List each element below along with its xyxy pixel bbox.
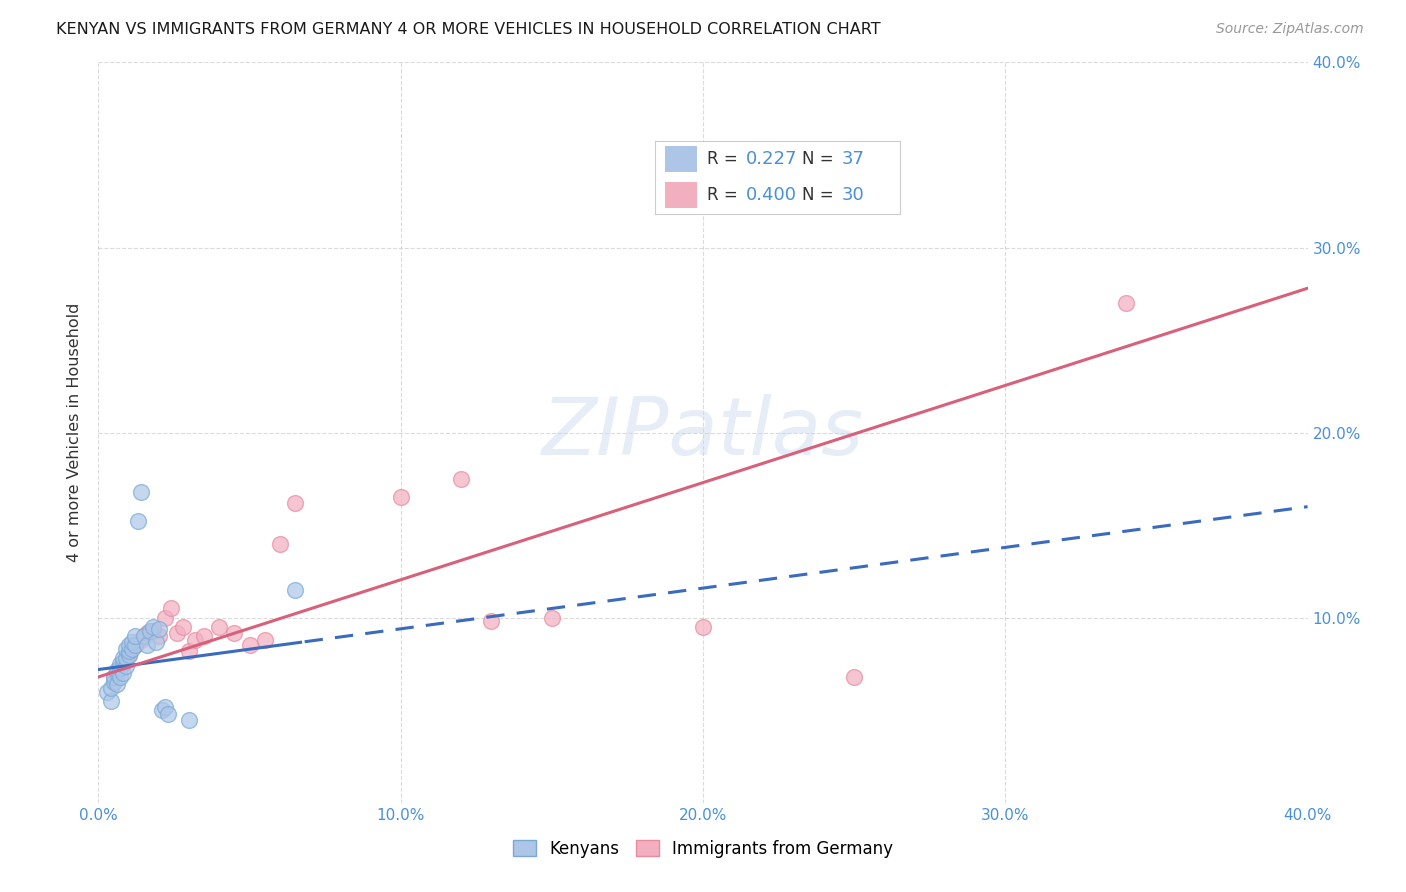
Text: 0.400: 0.400 [747,186,797,203]
Point [103,675,125,690]
Point [121,642,143,657]
Point [135,625,157,640]
Point [118,644,141,658]
Point [166,625,188,640]
Point [114,658,136,673]
Point [100,681,122,695]
Point [100,694,122,708]
Text: 0.227: 0.227 [747,150,797,168]
Point [284,582,307,597]
Point [179,644,201,658]
Point [105,677,128,691]
Point [111,655,134,669]
Point [108,661,131,675]
Text: 37: 37 [842,150,865,168]
Point [118,648,141,662]
Point [153,610,176,624]
Bar [665,146,697,172]
Point [129,632,152,647]
Point [844,670,866,684]
Point [127,515,149,529]
Text: R =: R = [707,150,742,168]
Point [450,472,472,486]
Point [103,670,125,684]
Text: Source: ZipAtlas.com: Source: ZipAtlas.com [1216,22,1364,37]
Point [145,634,167,648]
Point [108,657,131,671]
Point [692,620,714,634]
Text: 30: 30 [842,186,865,203]
Point [139,624,162,638]
Point [148,629,170,643]
Text: ZIPatlas: ZIPatlas [541,393,865,472]
Point [124,639,146,653]
Text: KENYAN VS IMMIGRANTS FROM GERMANY 4 OR MORE VEHICLES IN HOUSEHOLD CORRELATION CH: KENYAN VS IMMIGRANTS FROM GERMANY 4 OR M… [56,22,882,37]
Point [124,639,146,653]
Point [160,601,183,615]
Y-axis label: 4 or more Vehicles in Household: 4 or more Vehicles in Household [67,303,83,562]
Point [284,496,307,510]
Point [269,536,291,550]
Point [124,629,146,643]
Point [253,632,276,647]
Point [172,620,194,634]
Point [193,629,215,643]
Point [129,484,152,499]
Point [148,622,170,636]
Point [153,699,176,714]
Point [1115,296,1137,310]
Point [184,632,207,647]
Legend: Kenyans, Immigrants from Germany: Kenyans, Immigrants from Germany [506,833,900,865]
Point [239,639,262,653]
Point [105,666,128,681]
Point [150,703,173,717]
Point [105,663,128,677]
Point [224,625,246,640]
Point [156,706,179,721]
Point [111,657,134,671]
Point [103,670,125,684]
Point [114,642,136,657]
Bar [665,183,697,209]
Text: R =: R = [707,186,742,203]
Text: N =: N = [803,150,839,168]
Point [142,620,165,634]
Point [96,685,118,699]
Point [121,634,143,648]
Point [108,670,131,684]
Point [540,610,562,624]
Point [108,663,131,677]
Point [142,624,165,638]
Point [114,651,136,665]
Point [118,648,141,662]
Point [481,615,503,629]
Point [389,491,412,505]
Text: N =: N = [803,186,839,203]
Point [132,629,155,643]
Point [132,629,155,643]
Point [111,651,134,665]
Point [135,639,157,653]
Point [111,666,134,681]
Point [118,639,141,653]
Point [179,713,201,727]
Point [208,620,231,634]
